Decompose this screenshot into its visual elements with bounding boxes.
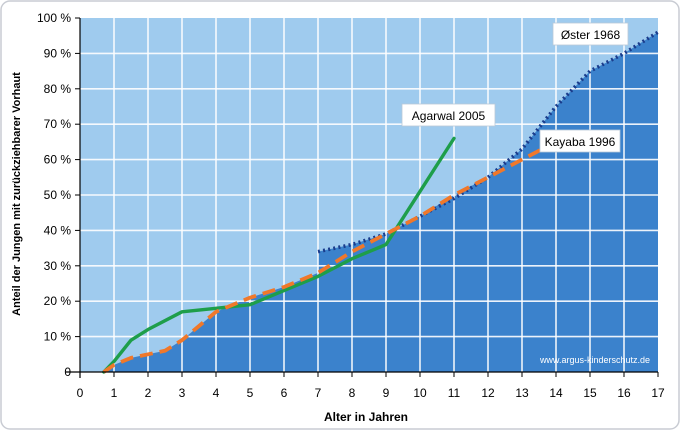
label-agarwal-box [401,103,496,127]
x-tick-label: 8 [349,386,356,400]
x-tick-label: 16 [617,386,631,400]
x-tick-label: 5 [247,386,254,400]
watermark: www.argus-kinderschutz.de [539,355,650,365]
label-kayaba-text: Kayaba 1996 [545,135,616,149]
grid [80,18,658,372]
x-tick-label: 7 [315,386,322,400]
oster-area-fill-upper [80,32,658,372]
x-tick-label: 2 [145,386,152,400]
x-tick-label: 6 [281,386,288,400]
y-tick-label: 80 % [44,82,72,96]
y-axis-title: Anteil der Jungen mit zurückziehbarer Vo… [11,72,23,316]
y-tick-label: 20 % [44,294,72,308]
y-tick-label: 100 % [37,11,71,25]
x-tick-label: 1 [111,386,118,400]
y-tick-label: 10 % [44,330,72,344]
x-tick-label: 3 [179,386,186,400]
label-agarwal: Agarwal 2005 [401,103,496,127]
x-tick-label: 11 [448,386,461,400]
series-line-kayaba-1996 [102,147,544,374]
series-line--ster-1968 [317,30,659,254]
label-agarwal-text: Agarwal 2005 [412,109,486,123]
x-tick-label: 12 [481,386,495,400]
x-tick-label: 0 [77,386,84,400]
y-tick-label: 60 % [44,153,72,167]
y-tick-label: 50 % [44,188,72,202]
x-tick-label: 17 [651,386,665,400]
x-tick-label: 13 [515,386,529,400]
x-axis-title: Alter in Jahren [324,410,408,424]
x-tick-label: 9 [383,386,390,400]
x-tick-label: 10 [413,386,427,400]
y-tick-label: 90 % [44,46,72,60]
x-tick-label: 15 [583,386,597,400]
x-tick-label: 14 [549,386,563,400]
label-oster: Øster 1968 [552,22,629,46]
label-kayaba-box [539,129,621,153]
x-tick-label: 4 [213,386,220,400]
y-tick-label: 30 % [44,259,72,273]
label-oster-box [552,22,629,46]
y-tick-label: 0 [64,365,71,379]
label-oster-text: Øster 1968 [561,28,621,42]
label-kayaba: Kayaba 1996 [539,129,621,153]
y-tick-label: 70 % [44,117,72,131]
y-tick-label: 40 % [44,223,72,237]
series-line-agarwal-2005 [102,136,456,374]
series-lines [102,30,659,374]
